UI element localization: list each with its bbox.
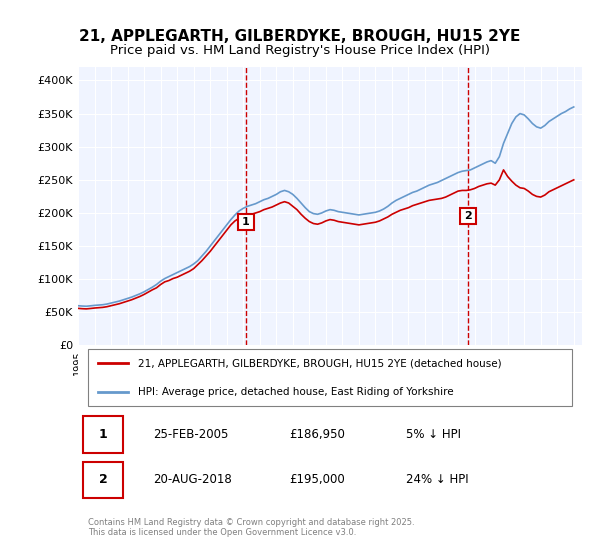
FancyBboxPatch shape — [88, 349, 572, 407]
FancyBboxPatch shape — [83, 417, 124, 453]
Text: 2: 2 — [464, 211, 472, 221]
Text: 21, APPLEGARTH, GILBERDYKE, BROUGH, HU15 2YE: 21, APPLEGARTH, GILBERDYKE, BROUGH, HU15… — [79, 29, 521, 44]
Text: 5% ↓ HPI: 5% ↓ HPI — [406, 428, 461, 441]
Text: Price paid vs. HM Land Registry's House Price Index (HPI): Price paid vs. HM Land Registry's House … — [110, 44, 490, 57]
Text: 25-FEB-2005: 25-FEB-2005 — [154, 428, 229, 441]
Text: 1: 1 — [99, 428, 107, 441]
Text: 1: 1 — [242, 217, 250, 227]
Text: Contains HM Land Registry data © Crown copyright and database right 2025.
This d: Contains HM Land Registry data © Crown c… — [88, 517, 415, 537]
Text: 2: 2 — [99, 474, 107, 487]
Text: 20-AUG-2018: 20-AUG-2018 — [154, 474, 232, 487]
Text: HPI: Average price, detached house, East Riding of Yorkshire: HPI: Average price, detached house, East… — [139, 387, 454, 396]
Text: 24% ↓ HPI: 24% ↓ HPI — [406, 474, 468, 487]
FancyBboxPatch shape — [83, 461, 124, 498]
Text: 21, APPLEGARTH, GILBERDYKE, BROUGH, HU15 2YE (detached house): 21, APPLEGARTH, GILBERDYKE, BROUGH, HU15… — [139, 358, 502, 368]
Text: £186,950: £186,950 — [290, 428, 346, 441]
Text: £195,000: £195,000 — [290, 474, 346, 487]
